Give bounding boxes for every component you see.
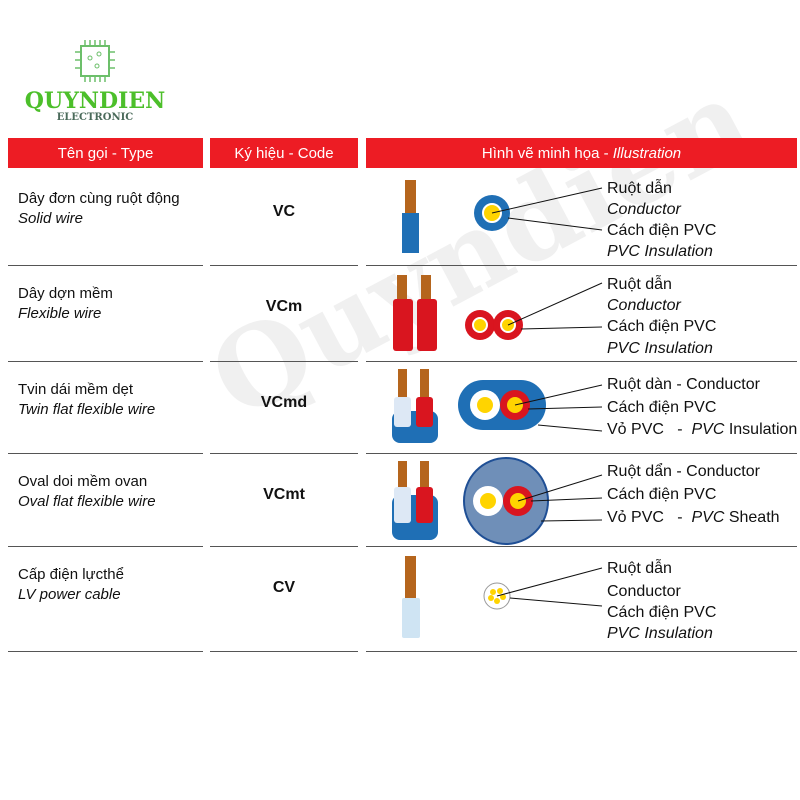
divider [366, 265, 797, 266]
type-en: Solid wire [18, 210, 84, 227]
label-conductor-en: Conductor [607, 583, 681, 600]
type-cell: Dây dợn mềm Flexible wire [18, 285, 113, 322]
divider [8, 361, 203, 362]
label-conductor-vi: Ruột dẫn [607, 178, 672, 197]
divider [8, 453, 203, 454]
divider [366, 651, 797, 652]
logo: QUYNDIEN ELECTRONIC [20, 40, 170, 123]
label-insulation-vi: Cách điện PVC [607, 222, 716, 239]
label-insulation: Cách điện PVC [607, 486, 716, 503]
label-conductor: Ruột dàn - Conductor [607, 376, 761, 393]
divider [210, 546, 358, 547]
table-row-vcmt: Oval doi mềm ovan Oval flat flexible wire… [0, 453, 800, 548]
oval-flat-wire-illustration: Ruột dẩn - Conductor Cách điện PVC Vỏ PV… [392, 457, 780, 545]
divider [8, 651, 203, 652]
table-row-vc: Dây đơn cùng ruột động Solid wire VC Ruột… [0, 170, 800, 265]
type-vi: Oval doi mềm ovan [18, 473, 148, 490]
divider [366, 546, 797, 547]
type-vi: Cấp điện lựcthể [18, 566, 124, 583]
logo-subtitle: ELECTRONIC [56, 112, 134, 123]
type-cell: Cấp điện lựcthể LV power cable [18, 566, 124, 603]
type-vi: Dây dợn mềm [18, 285, 113, 302]
label-conductor-en: Conductor [607, 201, 681, 218]
table-row-cv: Cấp điện lựcthể LV power cable CV Ruột dẫ… [0, 546, 800, 642]
label-insulation-vi: Cách điện PVC [607, 318, 716, 335]
header-code: Ký hiệu - Code [210, 138, 358, 168]
header-illustration: Hình vẽ minh họa - Illustration [366, 138, 797, 168]
code-cell: VCm [265, 298, 303, 315]
code-cell: VCmd [260, 394, 308, 411]
table-row-vcmd: Tvin dái mềm dẹt Twin flat flexible wire … [0, 361, 800, 456]
chip-logo-icon [75, 40, 115, 82]
divider [210, 361, 358, 362]
type-cell: Dây đơn cùng ruột động Solid wire [18, 190, 180, 227]
divider [366, 361, 797, 362]
label-sheath: Vỏ PVC - PVC Sheath [607, 509, 780, 526]
type-vi: Dây đơn cùng ruột động [18, 190, 180, 207]
type-en: Flexible wire [18, 305, 102, 322]
type-en: Twin flat flexible wire [18, 401, 156, 418]
label-insulation-en: PVC Insulation [607, 243, 713, 260]
flexible-wire-illustration: Ruột dẫn Conductor Cách điện PVC PVC Ins… [393, 274, 716, 357]
label-conductor-vi: Ruột dẫn [607, 274, 672, 293]
table-row-vcm: Dây dợn mềm Flexible wire VCm Ruột dẫn Co… [0, 265, 800, 360]
label-conductor-vi: Ruột dẫn [607, 558, 672, 577]
divider [210, 651, 358, 652]
label-conductor: Ruột dẩn - Conductor [607, 462, 761, 480]
type-cell: Tvin dái mềm dẹt Twin flat flexible wire [18, 381, 155, 418]
type-cell: Oval doi mềm ovan Oval flat flexible wire [18, 473, 156, 510]
type-vi: Tvin dái mềm dẹt [18, 381, 134, 398]
header-type: Tên gọi - Type [8, 138, 203, 168]
label-sheath: Vỏ PVC - PVC Insulation [607, 421, 797, 438]
twin-flat-wire-illustration: Ruột dàn - Conductor Cách điện PVC Vỏ PV… [392, 369, 797, 443]
solid-wire-illustration: Ruột dẫn Conductor Cách điện PVC PVC Ins… [402, 178, 716, 260]
label-insulation-en: PVC Insulation [607, 625, 713, 642]
header-illustration-en: Illustration [612, 144, 682, 162]
divider [366, 453, 797, 454]
divider [210, 265, 358, 266]
code-cell: CV [272, 579, 296, 596]
code-cell: VC [272, 203, 296, 220]
label-insulation-en: PVC Insulation [607, 340, 713, 357]
label-insulation: Cách điện PVC [607, 399, 716, 416]
code-cell: VCmt [263, 486, 305, 503]
type-en: LV power cable [18, 586, 121, 603]
divider [8, 546, 203, 547]
divider [210, 453, 358, 454]
power-cable-illustration: Ruột dẫn Conductor Cách điện PVC PVC Ins… [402, 556, 716, 642]
divider [8, 265, 203, 266]
type-en: Oval flat flexible wire [18, 493, 156, 510]
label-insulation-vi: Cách điện PVC [607, 604, 716, 621]
label-conductor-en: Conductor [607, 297, 681, 314]
header-illustration-vi: Hình vẽ minh họa - [481, 144, 613, 162]
logo-name: QUYNDIEN [24, 88, 166, 114]
